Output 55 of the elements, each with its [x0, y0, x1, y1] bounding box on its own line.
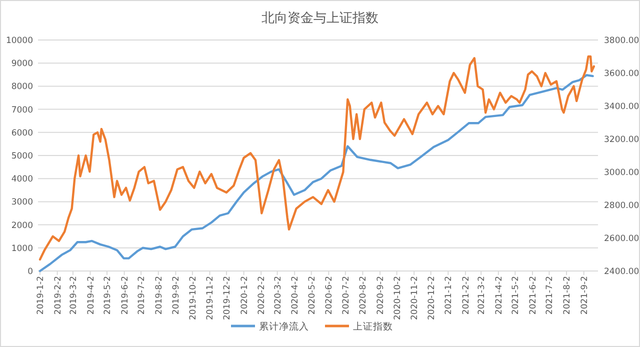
y-tick-label: 4000 — [11, 174, 33, 185]
x-tick-label: 2020-10-2 — [392, 276, 403, 320]
x-tick-label: 2019-5-2 — [103, 276, 113, 315]
x-tick-label: 2021-4-2 — [494, 276, 504, 315]
x-tick-label: 2019-1-2 — [36, 276, 46, 315]
y2-tick-label: 3600.00 — [604, 69, 640, 79]
x-tick-label: 2021-8-2 — [562, 276, 573, 315]
x-tick-label: 2020-7-2 — [341, 276, 352, 315]
x-tick-label: 2019-7-2 — [137, 276, 148, 315]
y-tick-label: 2000 — [11, 220, 33, 231]
x-tick-label: 2019-4-2 — [86, 276, 96, 315]
x-tick-label: 2021-1-2 — [444, 276, 454, 315]
y-tick-label: 0 — [28, 267, 33, 277]
x-tick-label: 2019-10-2 — [188, 276, 198, 320]
x-tick-label: 2020-8-2 — [358, 276, 369, 315]
legend-label: 累计净流入 — [259, 320, 309, 332]
y2-tick-label: 3200.00 — [604, 135, 640, 145]
y2-tick-label: 3800.00 — [604, 36, 640, 46]
y-tick-label: 3000 — [11, 198, 33, 208]
x-tick-label: 2020-11-2 — [410, 276, 420, 320]
y2-tick-label: 3400.00 — [604, 102, 640, 112]
x-tick-label: 2019-6-2 — [120, 276, 130, 315]
y-tick-label: 6000 — [11, 128, 33, 138]
x-tick-label: 2020-2-2 — [257, 276, 268, 315]
x-tick-label: 2020-5-2 — [307, 276, 318, 315]
x-tick-label: 2021-9-2 — [580, 276, 590, 315]
x-tick-label: 2021-2-2 — [461, 276, 472, 315]
x-tick-label: 2020-6-2 — [324, 276, 335, 315]
x-tick-label: 2020-9-2 — [376, 276, 386, 315]
y2-tick-label: 3000.00 — [604, 168, 640, 178]
x-tick-label: 2019-2-2 — [53, 276, 64, 315]
x-tick-label: 2020-3-2 — [273, 276, 284, 315]
x-tick-label: 2021-7-2 — [545, 276, 556, 315]
x-tick-label: 2020-12-2 — [426, 276, 437, 320]
x-tick-label: 2020-4-2 — [290, 276, 301, 315]
y-tick-label: 5000 — [11, 152, 33, 162]
legend-label: 上证指数 — [353, 320, 393, 332]
x-tick-label: 2021-5-2 — [511, 276, 522, 315]
y-tick-label: 10000 — [6, 36, 33, 46]
x-tick-label: 2019-9-2 — [172, 276, 182, 315]
x-tick-label: 2019-12-2 — [222, 276, 232, 320]
x-tick-label: 2021-3-2 — [477, 276, 488, 315]
y2-tick-label: 2800.00 — [604, 201, 640, 211]
x-tick-label: 2021-6-2 — [528, 276, 538, 315]
y2-tick-label: 2400.00 — [604, 267, 640, 277]
y-tick-label: 7000 — [11, 105, 33, 116]
x-tick-label: 2020-1-2 — [240, 276, 250, 315]
chart-title: 北向资金与上证指数 — [262, 11, 378, 26]
y-tick-label: 1000 — [11, 244, 33, 254]
x-tick-label: 2019-11-2 — [206, 276, 216, 320]
x-tick-label: 2019-8-2 — [154, 276, 164, 315]
y-tick-label: 9000 — [11, 59, 33, 70]
x-tick-label: 2019-3-2 — [68, 276, 79, 315]
y-tick-label: 8000 — [11, 82, 33, 92]
y2-tick-label: 2600.00 — [604, 234, 640, 244]
